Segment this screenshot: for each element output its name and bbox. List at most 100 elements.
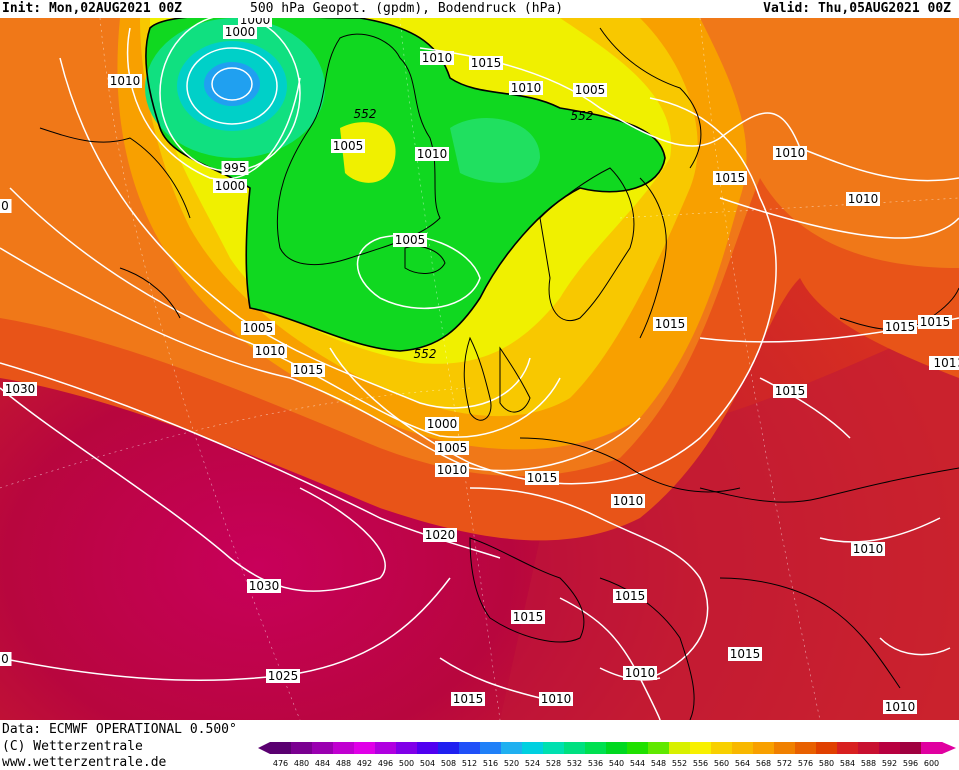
legend-swatch	[417, 742, 439, 754]
isobar-label-text: 1015	[885, 320, 916, 334]
isobar-label-text: 1000	[225, 25, 256, 39]
isobar-label: 1000	[238, 18, 272, 27]
isobar-label-text: 1010	[417, 147, 448, 161]
isobar-label-text: 0	[1, 652, 9, 666]
isobar-label: 1000	[213, 179, 247, 193]
legend-swatch	[375, 742, 397, 754]
isobar-label: 1010	[253, 344, 287, 358]
website-url[interactable]: www.wetterzentrale.de	[2, 755, 167, 770]
legend-tick-label: 500	[399, 759, 414, 768]
graticule	[0, 18, 959, 720]
isobar-label-text: 1005	[575, 83, 606, 97]
legend-swatch	[879, 742, 901, 754]
header-bar: Init: Mon,02AUG2021 00Z 500 hPa Geopot. …	[0, 0, 959, 18]
legend-swatch	[711, 742, 733, 754]
isobar-label: 1010	[611, 494, 645, 508]
legend-swatch	[627, 742, 649, 754]
isobar-label-text: 1015	[527, 471, 558, 485]
legend-tick-label: 520	[504, 759, 519, 768]
legend-swatch	[522, 742, 544, 754]
isobar-label-text: 1000	[240, 18, 271, 27]
map-title: 500 hPa Geopot. (gpdm), Bodendruck (hPa)	[250, 1, 564, 16]
isobar-label-text: 1005	[437, 441, 468, 455]
isobar-label-text: 1020	[425, 528, 456, 542]
color-scale-bar: 476 480 484 488 492 496 500 504 508 512 516 520 524 5…	[258, 742, 956, 768]
legend-swatch	[921, 742, 943, 754]
legend-arrow-right	[942, 742, 956, 754]
legend-tick-label: 568	[756, 759, 771, 768]
isobar-label: 1015	[613, 589, 647, 603]
copyright: (C) Wetterzentrale	[2, 739, 143, 754]
legend-swatch	[354, 742, 376, 754]
legend-tick-label: 564	[735, 759, 750, 768]
legend-tick-label: 580	[819, 759, 834, 768]
legend-tick-label: 532	[567, 759, 582, 768]
isobar-label: 1005	[393, 233, 427, 247]
legend-tick-label: 508	[441, 759, 456, 768]
isobar-label-text: 1005	[333, 139, 364, 153]
isobar-label: 1015	[653, 317, 687, 331]
isobar-label-text: 0	[1, 199, 9, 213]
isobar-label-text: 1005	[243, 321, 274, 335]
legend-tick-label: 600	[924, 759, 939, 768]
legend-swatch	[648, 742, 670, 754]
isobar-label-text: 101	[934, 356, 957, 370]
legend-tick-label: 596	[903, 759, 918, 768]
isobar-label: 1005	[573, 83, 607, 97]
isobar-label: 1030	[3, 382, 37, 396]
isobar-label-text: 1015	[513, 610, 544, 624]
legend-tick-label: 588	[861, 759, 876, 768]
legend-tick-label: 504	[420, 759, 435, 768]
legend-swatch	[585, 742, 607, 754]
legend-tick-label: 496	[378, 759, 393, 768]
isobar-label: 1010	[851, 542, 885, 556]
footer-bar: Data: ECMWF OPERATIONAL 0.500° (C) Wette…	[0, 720, 959, 770]
legend-swatch	[669, 742, 691, 754]
legend-swatch	[795, 742, 817, 754]
isobar-label: 1010	[623, 666, 657, 680]
legend-swatch	[438, 742, 460, 754]
geopotential-label: 552	[414, 347, 437, 361]
isobar-label: 0	[0, 652, 12, 666]
isobar-label: 1000	[425, 417, 459, 431]
isobar-label: 1010	[773, 146, 807, 160]
isobar-label-text: 1010	[775, 146, 806, 160]
isobar-label: 1020	[423, 528, 457, 542]
legend-tick-label: 560	[714, 759, 729, 768]
isobar-label-text: 1010	[110, 74, 141, 88]
weather-map[interactable]: 1000 1000 1010 1010 1015 1010 1005 1005 1010 995 1…	[0, 18, 959, 720]
color-scale-legend: 476 480 484 488 492 496 500 504 508 512 516 520 524 5…	[258, 742, 958, 768]
legend-tick-label: 488	[336, 759, 351, 768]
legend-swatch	[858, 742, 880, 754]
isobar-label: 1000	[223, 25, 257, 39]
isobar-lines	[0, 18, 959, 720]
isobar-label-text: 1010	[437, 463, 468, 477]
isobar-label: 1015	[713, 171, 747, 185]
isobar-label: 1030	[247, 579, 281, 593]
legend-tick-label: 584	[840, 759, 855, 768]
legend-swatch	[816, 742, 838, 754]
isobar-label: 1015	[451, 692, 485, 706]
legend-tick-label: 524	[525, 759, 540, 768]
legend-tick-label: 484	[315, 759, 330, 768]
legend-swatch	[270, 742, 292, 754]
geopotential-label: 552	[571, 109, 594, 123]
isobar-label: 1010	[420, 51, 454, 65]
isobar-label: 1005	[241, 321, 275, 335]
yellow-pocket	[340, 122, 396, 183]
isobar-label: 1025	[266, 669, 300, 683]
legend-swatch	[753, 742, 775, 754]
legend-swatch	[690, 742, 712, 754]
legend-tick-label: 548	[651, 759, 666, 768]
isobar-label: 0	[0, 199, 12, 213]
isobar-label: 1010	[415, 147, 449, 161]
legend-tick-label: 512	[462, 759, 477, 768]
legend-tick-label: 556	[693, 759, 708, 768]
isobar-label-text: 1015	[293, 363, 324, 377]
geopotential-label: 552	[354, 107, 377, 121]
legend-swatch	[333, 742, 355, 754]
legend-tick-label: 544	[630, 759, 645, 768]
isobar-label-text: 1015	[471, 56, 502, 70]
legend-swatch	[480, 742, 502, 754]
